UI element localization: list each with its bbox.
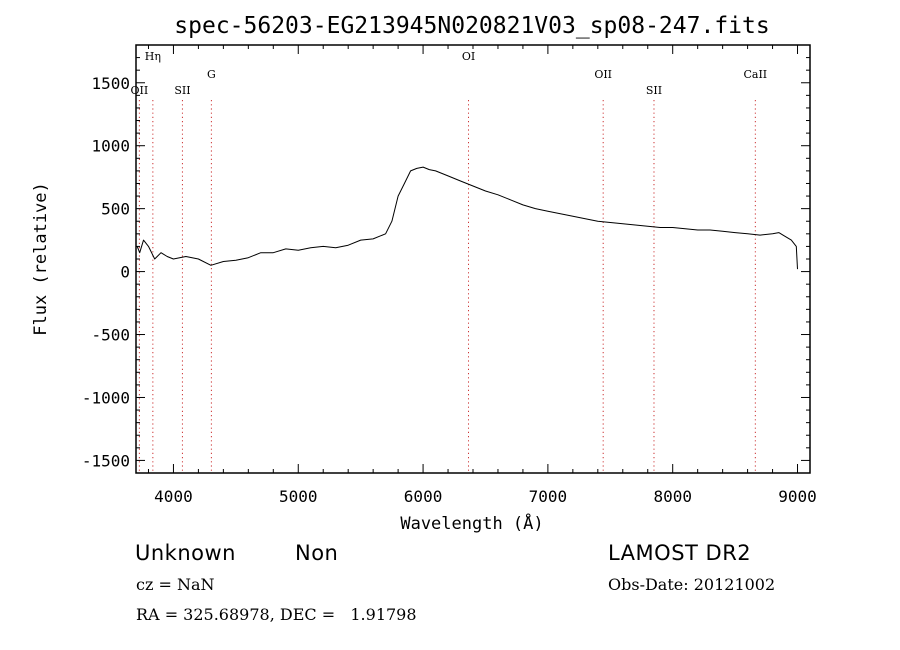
marker-label-6: SII	[646, 84, 662, 97]
marker-label-1: Hη	[145, 50, 161, 63]
subclass-label: Non	[295, 541, 339, 565]
y-tick-label-3: 0	[120, 263, 130, 282]
y-tick-label-1: -1000	[82, 388, 130, 407]
marker-label-4: OI	[462, 50, 475, 63]
survey-label: LAMOST DR2	[608, 541, 752, 565]
axis-ticks: 4000 5000 6000 7000 8000 9000 -1500 -1000 -500 0 5…	[82, 44, 817, 506]
spectral-line-markers: OII Hη SII G OI OII SII CaII	[131, 50, 767, 473]
y-tick-label-2: -500	[91, 326, 130, 345]
y-tick-label-5: 1000	[91, 137, 130, 156]
redshift-text: cz = NaN	[136, 575, 215, 594]
spectrum-series	[136, 166, 798, 270]
class-label: Unknown	[135, 541, 236, 565]
coordinates-text: RA = 325.68978, DEC = 1.91798	[136, 605, 417, 624]
spectrum-line-0	[136, 166, 798, 270]
marker-label-2: SII	[174, 84, 190, 97]
marker-label-5: OII	[594, 68, 612, 81]
x-tick-label-3: 7000	[529, 487, 568, 506]
marker-label-3: G	[207, 68, 216, 81]
x-tick-label-4: 8000	[653, 487, 692, 506]
plot-frame	[135, 44, 811, 474]
marker-label-0: OII	[131, 84, 149, 97]
y-tick-label-0: -1500	[82, 451, 130, 470]
x-tick-label-2: 6000	[404, 487, 443, 506]
x-tick-label-0: 4000	[154, 487, 193, 506]
y-tick-label-6: 1500	[91, 74, 130, 93]
chart-title: spec-56203-EG213945N020821V03_sp08-247.f…	[174, 13, 769, 39]
x-tick-label-1: 5000	[279, 487, 318, 506]
x-tick-label-5: 9000	[778, 487, 817, 506]
y-axis-label: Flux (relative)	[31, 182, 51, 336]
y-tick-label-4: 500	[101, 200, 130, 219]
x-axis-label: Wavelength (Å)	[400, 512, 543, 534]
obs-date-text: Obs-Date: 20121002	[608, 575, 776, 594]
marker-label-7: CaII	[743, 68, 767, 81]
